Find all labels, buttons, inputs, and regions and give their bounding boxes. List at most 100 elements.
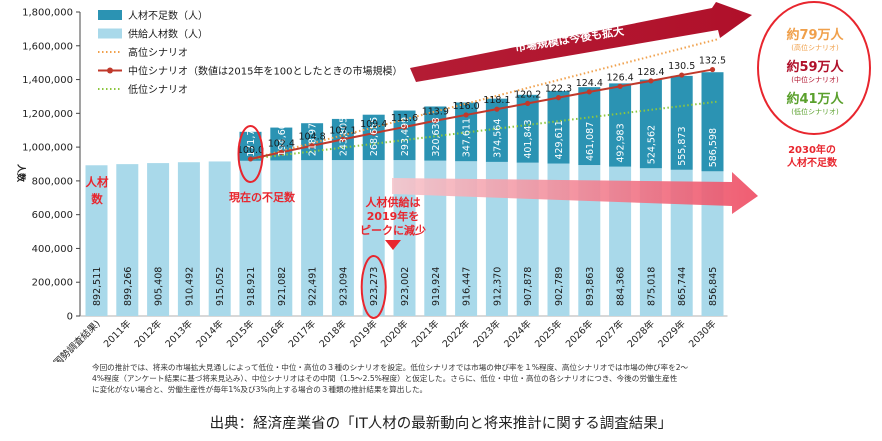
x-tick-label: 2029年 xyxy=(656,317,689,350)
supply-value-label: 921,082 xyxy=(277,267,288,306)
shortage-value-label: 268,655 xyxy=(369,117,380,156)
shortage-value-label: 347,611 xyxy=(462,118,473,157)
legend-label: 人材不足数（人） xyxy=(128,9,208,22)
x-tick-label: 2017年 xyxy=(286,317,319,350)
supply-value-label: 923,273 xyxy=(369,267,380,306)
shortage-value-label: 401,843 xyxy=(523,119,534,158)
method-note: 今回の推計では、将来の市場拡大見通しによって低位・中位・高位の３種のシナリオを設… xyxy=(92,362,792,395)
supply-bar xyxy=(609,166,632,316)
supply-trend-arrow xyxy=(392,172,758,214)
x-tick-label: 2020年 xyxy=(378,317,411,350)
supply-bar xyxy=(239,160,262,316)
mid-scenario-point xyxy=(525,100,531,106)
shortage-bar xyxy=(670,75,693,170)
legend-swatch xyxy=(98,10,122,20)
shortage-bar xyxy=(547,90,570,164)
supply-value-label: 922,491 xyxy=(308,267,319,306)
shortage-value-label: 293,499 xyxy=(400,117,411,156)
shortage-value-label: 194,608 xyxy=(277,117,288,156)
supply-value-label: 923,002 xyxy=(400,267,411,306)
mid-scenario-point xyxy=(494,106,500,112)
x-tick-label: 2019年 xyxy=(348,317,381,350)
supply-value-label: 892,511 xyxy=(92,267,103,306)
supply-value-label: 912,370 xyxy=(492,267,503,306)
index-value-label: 111.6 xyxy=(391,113,418,124)
shortage-value-label: 171,700 xyxy=(246,118,257,157)
index-value-label: 118.1 xyxy=(483,95,510,106)
x-tick-label: 2012年 xyxy=(132,317,165,350)
supply-bar xyxy=(516,162,539,316)
legend: 人材不足数（人） 供給人材数（人） 高位シナリオ中位シナリオ（数値は2015年を10… xyxy=(98,9,403,96)
legend-label: 中位シナリオ（数値は2015年を100としたときの市場規模） xyxy=(128,65,403,78)
x-tick-label: 2027年 xyxy=(594,317,627,350)
y-tick-label: 800,000 xyxy=(32,176,73,187)
x-tick-label: 2025年 xyxy=(532,317,565,350)
shortage-2030-label: 2030年の xyxy=(788,143,836,156)
supply-peak-text: 2019年を xyxy=(367,209,420,223)
x-tick-label: 2021年 xyxy=(409,317,442,350)
left-note-text: 人材 xyxy=(86,175,109,189)
mid-scenario-point xyxy=(432,118,438,124)
index-value-label: 132.5 xyxy=(699,56,726,67)
y-tick-label: 1,400,000 xyxy=(22,75,73,86)
shortage-value-label: 429,611 xyxy=(554,120,565,159)
index-value-label: 104.8 xyxy=(298,132,325,143)
supply-bar xyxy=(578,165,601,316)
y-tick-label: 400,000 xyxy=(32,244,73,255)
x-tick-label: 2026年 xyxy=(563,317,596,350)
y-tick-label: 1,000,000 xyxy=(22,143,73,154)
supply-value-label: 923,094 xyxy=(338,267,349,306)
high-scenario-amount: 約79万人 xyxy=(786,27,844,43)
supply-bar xyxy=(147,163,170,316)
supply-bar xyxy=(116,164,139,316)
supply-bar xyxy=(362,160,385,316)
index-value-label: 113.9 xyxy=(422,107,449,118)
supply-peak-pointer xyxy=(385,240,401,250)
legend-swatch xyxy=(98,28,122,39)
index-value-label: 100.0 xyxy=(237,145,264,156)
scenario-lines xyxy=(247,38,719,162)
x-tick-label: 2011年 xyxy=(101,317,134,350)
shortage-bar xyxy=(485,98,508,162)
y-tick-label: 1,800,000 xyxy=(22,8,73,19)
index-value-label: 107.1 xyxy=(329,125,356,136)
market-growth-arrow xyxy=(410,2,752,82)
shortage-value-label: 243,805 xyxy=(338,117,349,156)
supply-bar xyxy=(301,160,324,316)
supply-value-label: 899,266 xyxy=(123,267,134,306)
mid-scenario-amount: 約59万人 xyxy=(786,59,844,75)
mid-scenario-point xyxy=(463,112,469,118)
note-line: に変化がない場合と、労働生産性が毎年1%及び3%向上する場合の３種類の推計結果を… xyxy=(92,385,428,394)
y-tick-label: 0 xyxy=(67,312,73,323)
supply-bar xyxy=(424,160,447,316)
shortage-bar xyxy=(701,72,724,172)
high-scenario-line xyxy=(250,38,719,160)
shortage-bar xyxy=(393,110,416,161)
source-caption: 出典：経済産業省の「IT人材の最新動向と将来推計に関する調査結果」 xyxy=(209,416,673,432)
y-axis-label: 人数 xyxy=(15,163,27,183)
bars xyxy=(85,72,724,316)
y-tick-label: 600,000 xyxy=(32,210,73,221)
mid-scenario-point xyxy=(371,130,377,136)
supply-value-label: 915,052 xyxy=(215,267,226,306)
supply-value-label: 907,878 xyxy=(523,267,534,306)
shortage-bar xyxy=(609,83,632,167)
shortage-bar xyxy=(639,79,662,169)
x-tick-label: 2018年 xyxy=(317,317,350,350)
x-tick-label: 2016年 xyxy=(255,317,288,350)
supply-bar xyxy=(270,160,293,316)
index-value-label: 124.4 xyxy=(576,78,603,89)
x-tick-label: 2023年 xyxy=(471,317,504,350)
current-shortage-label: 現在の不足数 xyxy=(229,190,296,204)
scenario-summary-ellipse xyxy=(757,1,871,135)
shortage-value-label: 461,087 xyxy=(585,122,596,161)
supply-bar xyxy=(455,161,478,316)
current-shortage-ellipse xyxy=(237,125,264,183)
legend-label: 供給人材数（人） xyxy=(128,28,208,41)
shortage-value-label: 524,562 xyxy=(646,125,657,164)
index-value-label: 126.4 xyxy=(606,72,633,83)
shortage-2030-label: 人材不足数 xyxy=(787,156,838,169)
index-value-label: 102.4 xyxy=(268,138,295,149)
